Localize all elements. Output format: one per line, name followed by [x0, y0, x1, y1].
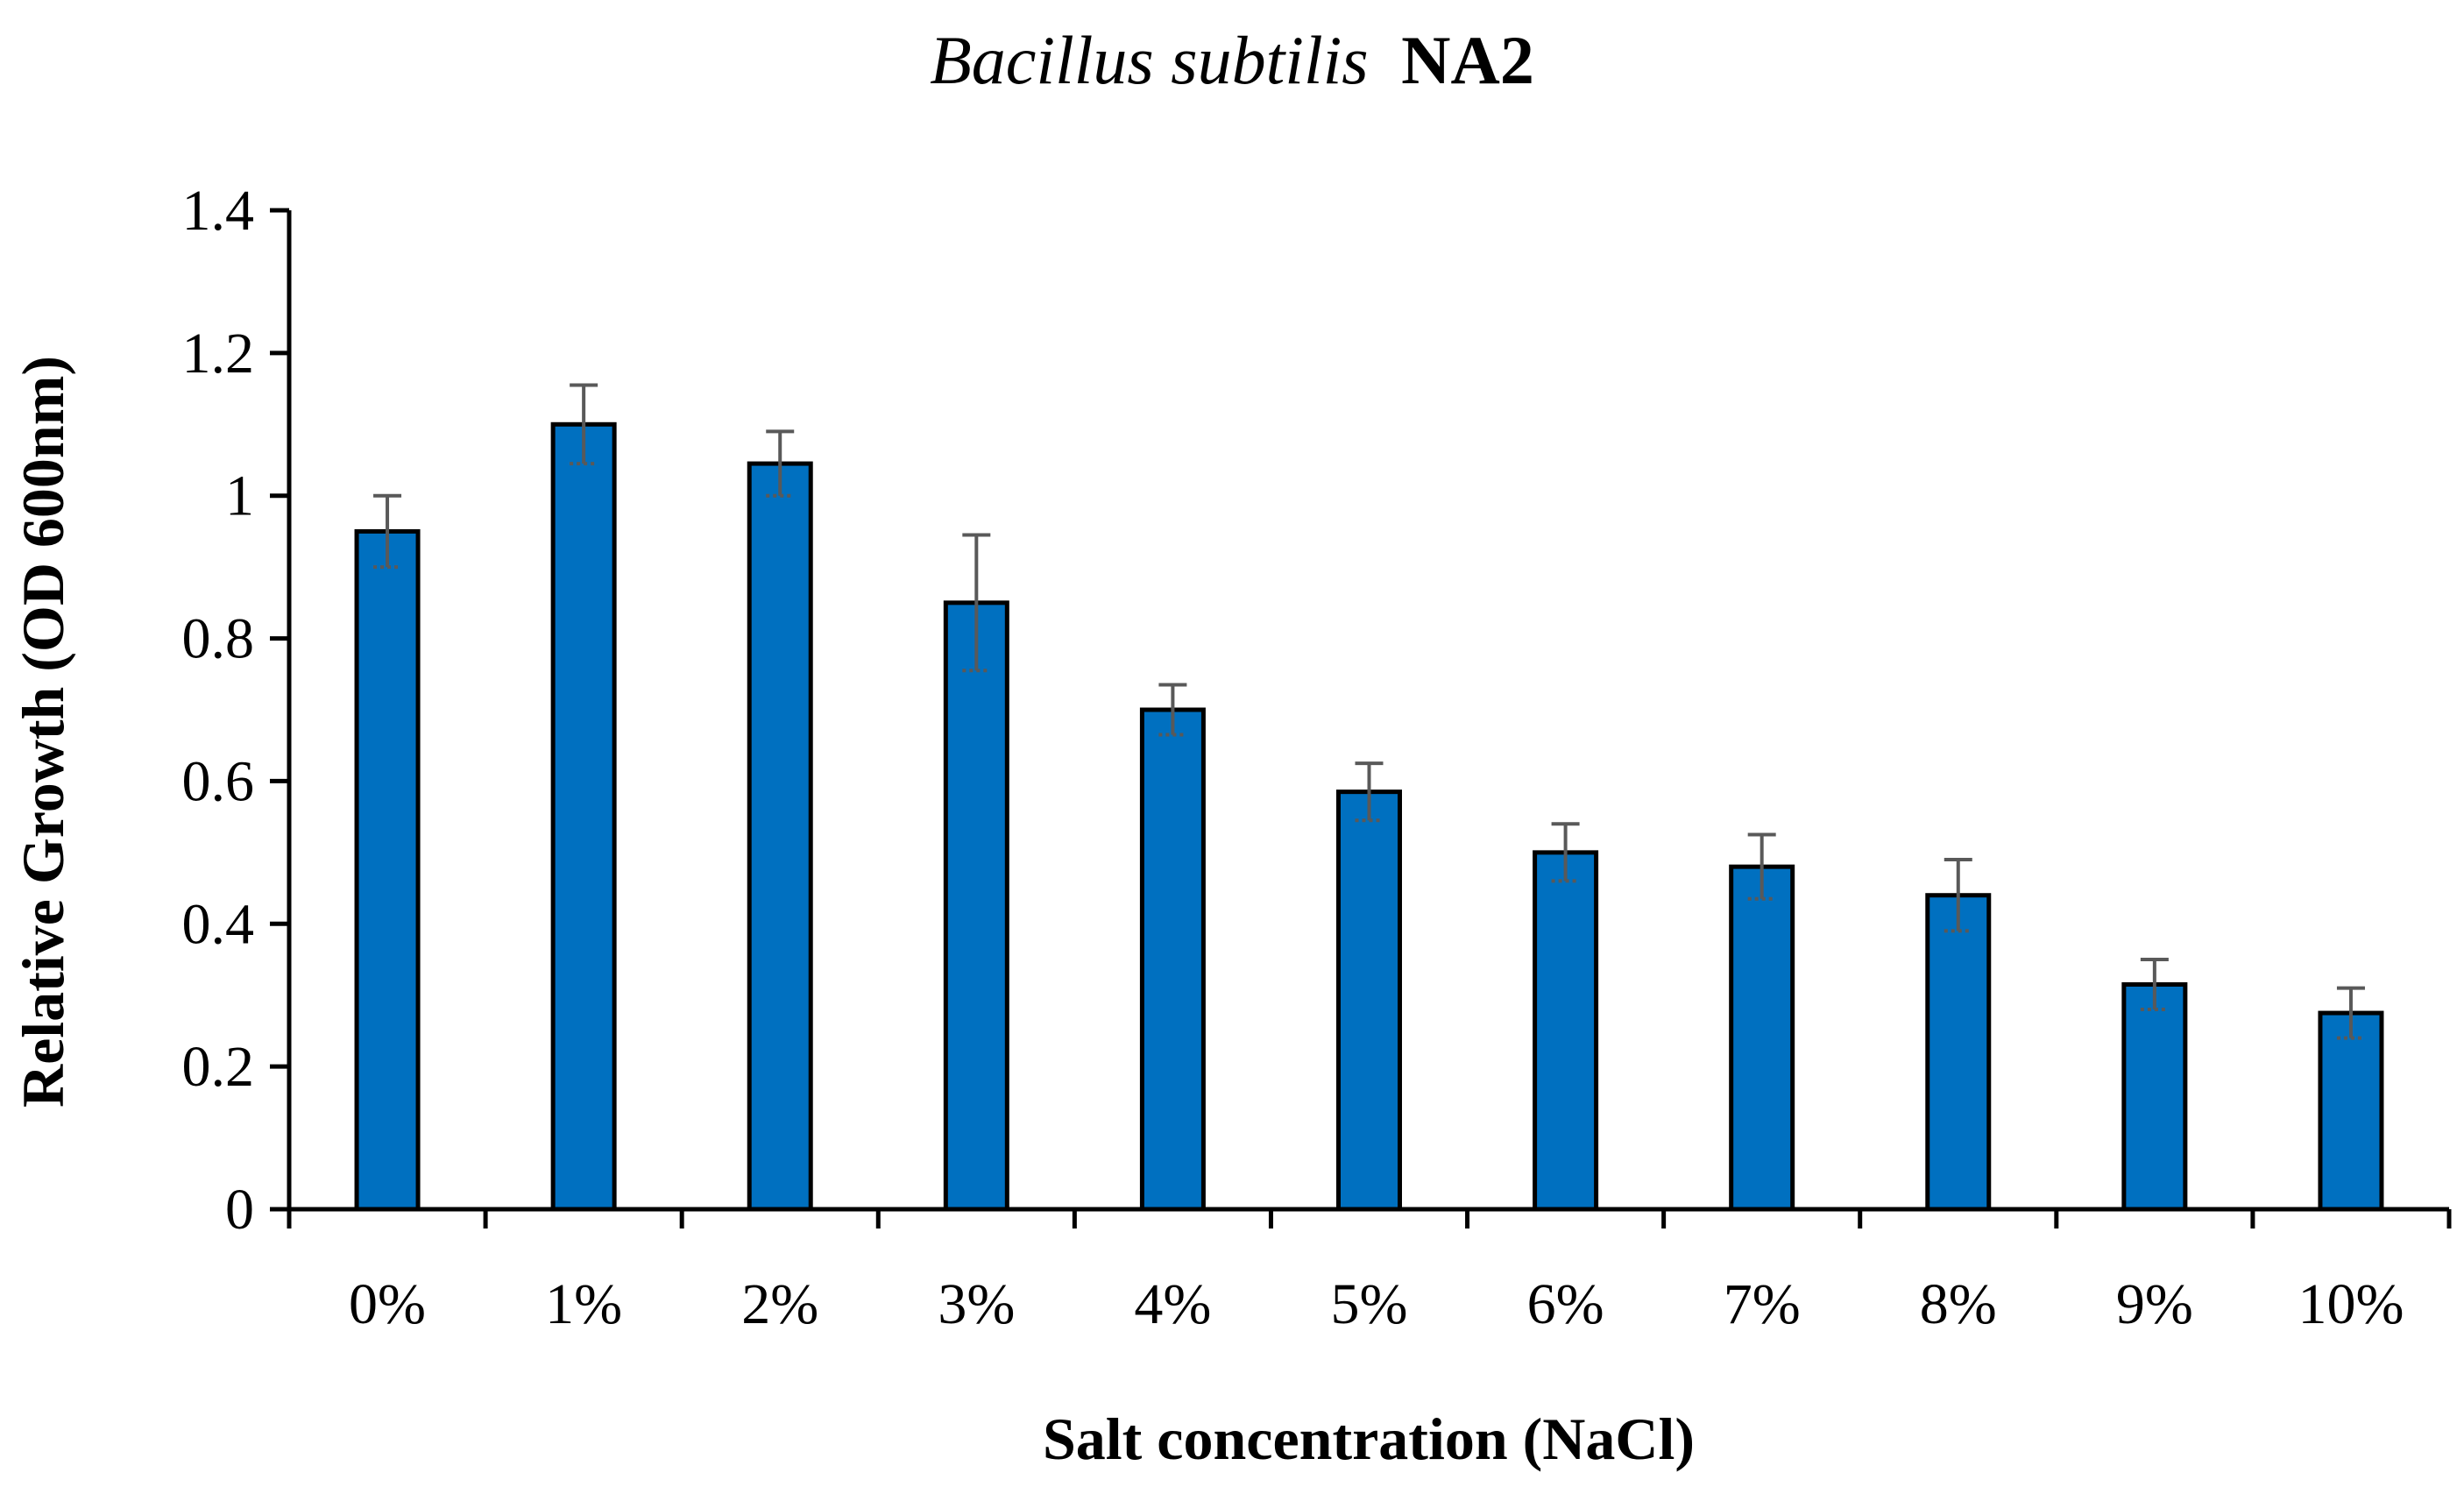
x-axis-title: Salt concentration (NaCl) — [1043, 1405, 1695, 1472]
error-bar-7 — [1747, 832, 1776, 901]
error-bar-4 — [1158, 683, 1187, 737]
error-bar-10 — [2336, 986, 2365, 1040]
x-tick-label-9: 9% — [2116, 1272, 2193, 1336]
error-bar-9 — [2140, 958, 2169, 1011]
error-bar-2 — [766, 429, 795, 498]
error-bar-3 — [962, 533, 991, 673]
tick-labels-layer: 0% 1% 2% 3% 4% 5% 6% 7% 8% 9% 10% 0 0.2 0.4 0.6 0.8 1 1.2… — [182, 179, 2404, 1336]
bar-1 — [550, 421, 617, 1212]
bar-5 — [1336, 789, 1402, 1212]
y-tick-label-4: 0.8 — [182, 607, 255, 671]
x-tick-label-6: 6% — [1527, 1272, 1604, 1336]
x-tick-label-7: 7% — [1724, 1272, 1801, 1336]
chart-title-rest: NA2 — [1401, 22, 1534, 98]
y-axis-title: Relative Growth (OD 600nm) — [10, 356, 76, 1108]
x-tick-label-4: 4% — [1134, 1272, 1211, 1336]
chart-title: Bacillus subtilis NA2 — [930, 22, 1534, 98]
bar-6 — [1533, 850, 1599, 1212]
error-bars-layer — [373, 383, 2365, 1040]
bar-10 — [2318, 1010, 2384, 1212]
bar-2 — [747, 461, 813, 1212]
x-tick-label-8: 8% — [1920, 1272, 1997, 1336]
x-tick-label-3: 3% — [938, 1272, 1015, 1336]
y-tick-label-2: 0.4 — [182, 892, 255, 956]
chart-title-italic: Bacillus subtilis — [930, 22, 1369, 98]
bar-8 — [1925, 893, 1992, 1212]
x-tick-label-1: 1% — [545, 1272, 622, 1336]
y-tick-label-3: 0.6 — [182, 749, 255, 813]
error-bar-8 — [1944, 858, 1972, 933]
y-tick-label-6: 1.2 — [182, 322, 255, 386]
bar-0 — [354, 528, 421, 1212]
axes-layer — [270, 208, 2452, 1228]
y-tick-label-0: 0 — [225, 1178, 254, 1242]
bar-4 — [1139, 707, 1206, 1212]
bar-3 — [943, 600, 1009, 1212]
x-tick-label-2: 2% — [741, 1272, 818, 1336]
y-tick-label-5: 1 — [225, 464, 254, 528]
bar-7 — [1729, 864, 1795, 1212]
x-tick-label-0: 0% — [349, 1272, 426, 1336]
x-tick-label-5: 5% — [1331, 1272, 1408, 1336]
error-bar-6 — [1551, 822, 1580, 883]
error-bar-1 — [570, 383, 598, 466]
error-bar-5 — [1355, 761, 1384, 823]
x-tick-label-10: 10% — [2298, 1272, 2404, 1336]
error-bar-0 — [373, 493, 402, 570]
y-tick-label-1: 0.2 — [182, 1035, 255, 1099]
bar-9 — [2121, 982, 2188, 1212]
y-tick-label-7: 1.4 — [182, 179, 255, 243]
